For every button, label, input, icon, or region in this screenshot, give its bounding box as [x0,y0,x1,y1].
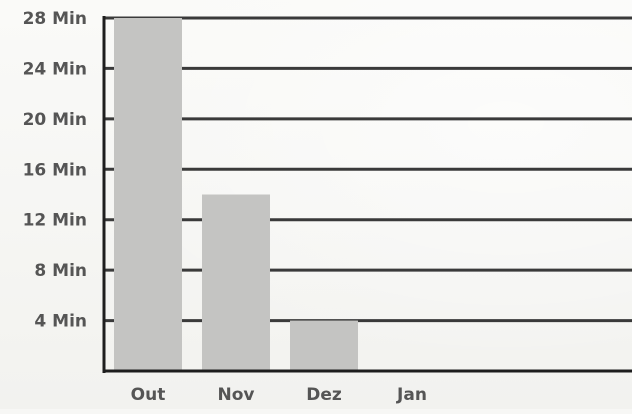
bar-out [114,18,182,371]
axes [102,16,632,373]
x-tick-labels: Out Nov Dez Jan [131,385,427,405]
y-tick-label: 12 Min [23,211,87,231]
y-tick-labels: 4 Min 8 Min 12 Min 16 Min 20 Min 24 Min 28 Min [23,9,87,332]
x-tick-label: Jan [396,385,427,405]
y-tick-label: 28 Min [23,9,87,29]
y-tick-label: 16 Min [23,160,87,180]
x-tick-label: Nov [218,385,255,405]
x-tick-label: Dez [306,385,342,405]
bar-dez [290,320,358,371]
bars [114,18,358,371]
y-tick-label: 4 Min [34,312,87,332]
bar-nov [202,194,270,371]
y-tick-label: 20 Min [23,110,87,130]
gridlines [104,16,632,323]
x-tick-label: Out [131,385,166,405]
y-tick-label: 8 Min [34,261,87,281]
y-tick-label: 24 Min [23,59,87,79]
